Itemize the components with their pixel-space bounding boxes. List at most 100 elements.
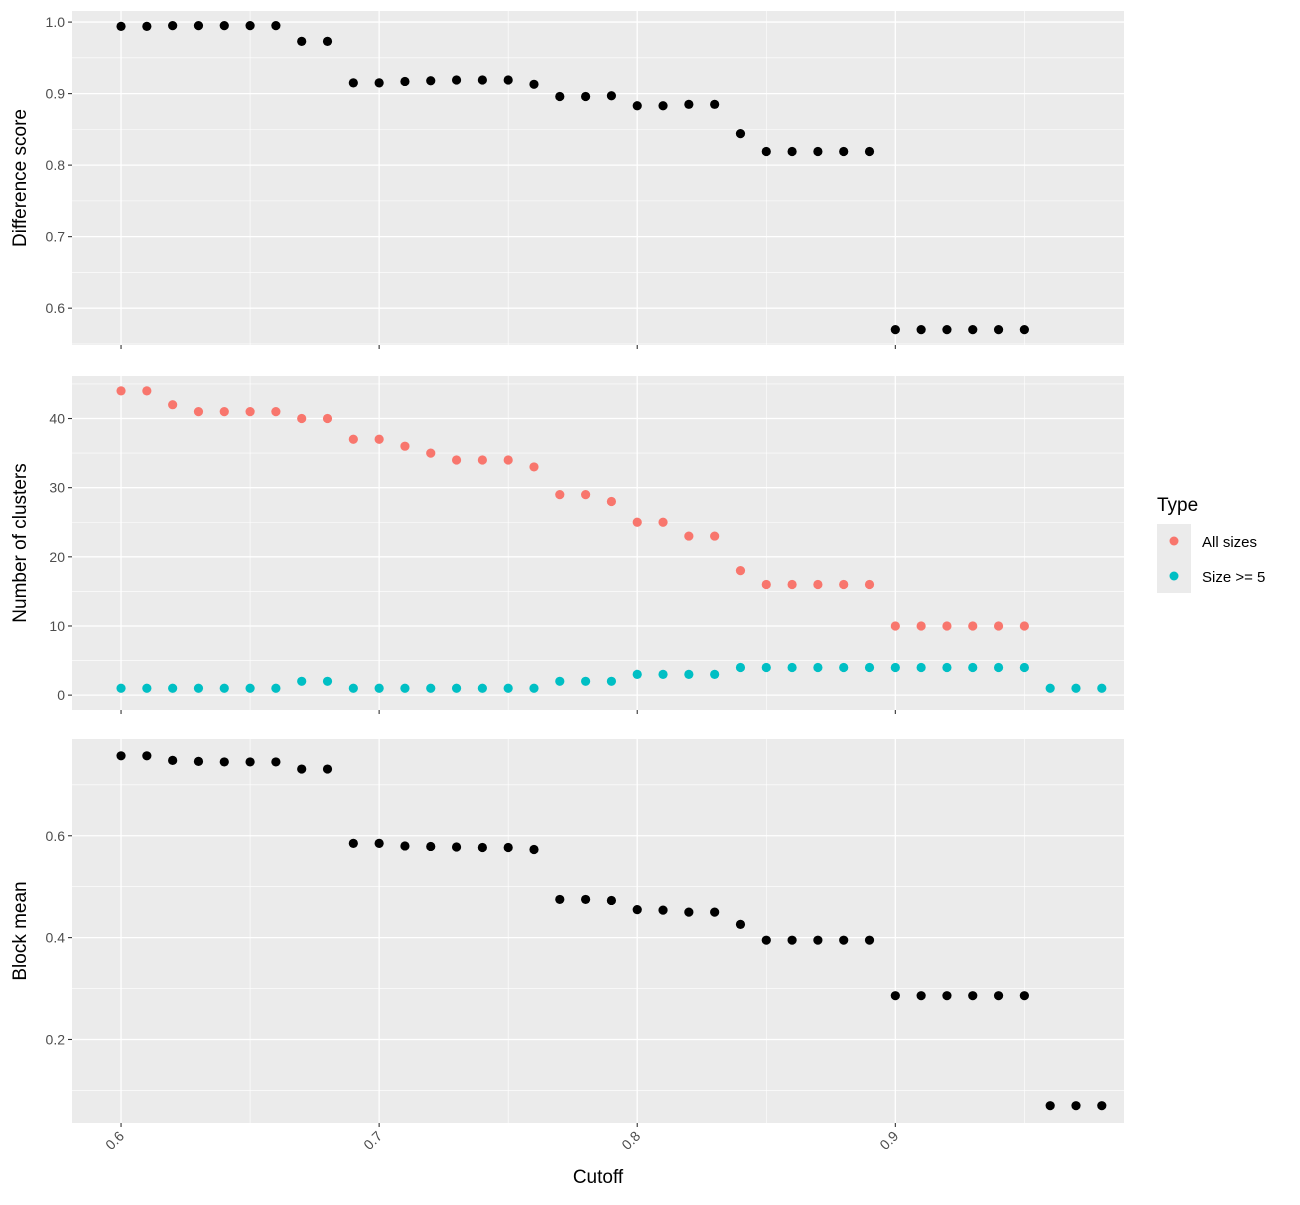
data-point (916, 662, 926, 673)
data-point (890, 325, 900, 335)
data-point (271, 21, 281, 31)
y-tick-label: 0.8 (46, 157, 66, 173)
data-point (1071, 683, 1081, 693)
data-point (658, 905, 668, 915)
panel-background (72, 376, 1124, 710)
data-point (993, 325, 1004, 335)
data-point (529, 79, 539, 89)
data-point (297, 676, 307, 686)
data-point (839, 146, 849, 157)
data-point (1045, 683, 1055, 693)
data-point (993, 662, 1004, 673)
data-point (606, 91, 617, 101)
data-point (555, 91, 565, 102)
data-point (477, 455, 487, 465)
data-point (916, 325, 926, 335)
data-point (761, 662, 771, 673)
data-point (839, 662, 849, 673)
data-point (684, 907, 694, 917)
data-point (658, 669, 668, 679)
data-point (503, 75, 513, 85)
data-point (813, 146, 823, 157)
data-point (942, 662, 952, 673)
data-point (555, 489, 565, 500)
data-point (245, 21, 255, 31)
panels-layer: 0.6 0.7 0.8 0.9 1.0 Difference score 0 10 20 30 40… (10, 11, 1124, 1153)
data-point (297, 36, 307, 46)
data-point (348, 78, 358, 88)
y-tick-label: 0.7 (46, 229, 66, 245)
x-axis-title: Cutoff (573, 1167, 624, 1188)
data-point (735, 129, 746, 139)
data-point (864, 662, 875, 673)
data-point (864, 579, 875, 590)
series-points (116, 751, 1107, 1111)
data-point (942, 621, 952, 631)
data-point (374, 683, 384, 693)
y-tick-label: 0.2 (46, 1031, 66, 1047)
data-point (813, 579, 823, 590)
series-size-5 (116, 662, 1107, 693)
y-axis-title: Number of clusters (10, 463, 31, 622)
data-point (658, 517, 668, 527)
data-point (606, 895, 617, 906)
data-point (426, 683, 436, 693)
data-point (297, 764, 307, 774)
data-point (322, 676, 333, 686)
data-point (916, 991, 926, 1001)
data-point (193, 683, 204, 693)
data-point (426, 841, 436, 852)
data-point (322, 764, 333, 774)
data-point (116, 683, 126, 693)
data-point (503, 455, 513, 465)
data-point (374, 838, 384, 849)
data-point (1019, 621, 1029, 631)
data-point (426, 448, 436, 458)
data-point (477, 683, 487, 693)
data-point (400, 441, 410, 451)
data-point (1019, 991, 1029, 1001)
data-point (374, 78, 384, 88)
x-tick-label: 0.6 (102, 1128, 127, 1153)
data-point (529, 844, 539, 855)
data-point (968, 621, 978, 631)
data-point (142, 386, 152, 396)
data-point (477, 842, 487, 853)
legend-title: Type (1157, 495, 1198, 516)
data-point (297, 413, 307, 424)
y-tick-label: 30 (49, 480, 65, 496)
data-point (761, 935, 771, 945)
data-point (735, 662, 746, 673)
legend-label-all-sizes: All sizes (1202, 534, 1257, 551)
y-axis-title: Block mean (10, 881, 31, 980)
data-point (735, 566, 746, 576)
legend-key-background (1157, 524, 1191, 593)
data-point (451, 683, 462, 693)
data-point (684, 99, 694, 109)
legend-key-size-5 (1169, 571, 1179, 581)
data-point (864, 935, 875, 945)
data-point (581, 91, 591, 102)
data-point (1097, 683, 1107, 693)
data-point (348, 434, 358, 444)
data-point (529, 683, 539, 693)
data-point (374, 434, 384, 444)
data-point (116, 21, 126, 31)
y-tick-label: 1.0 (46, 14, 66, 30)
data-point (761, 146, 771, 157)
data-point (400, 683, 410, 693)
panel-2: 0 10 20 30 40 Number of clusters (10, 376, 1124, 714)
y-tick-label: 0.9 (46, 86, 66, 102)
data-point (581, 676, 591, 686)
data-point (787, 146, 797, 157)
panel-background (72, 739, 1124, 1123)
data-point (942, 991, 952, 1001)
y-tick-label: 10 (49, 618, 65, 634)
data-point (400, 841, 410, 851)
data-point (219, 407, 229, 417)
data-point (632, 669, 642, 679)
data-point (168, 400, 178, 410)
data-point (426, 76, 436, 86)
data-point (839, 579, 849, 590)
